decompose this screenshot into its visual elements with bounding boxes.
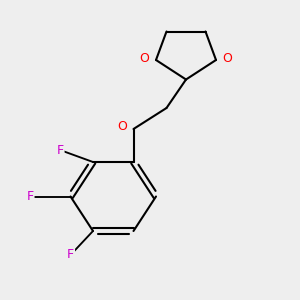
Text: O: O (140, 52, 149, 65)
Text: F: F (67, 248, 74, 262)
Text: F: F (26, 190, 34, 203)
Text: O: O (223, 52, 232, 65)
Text: F: F (56, 143, 64, 157)
Text: O: O (117, 120, 127, 133)
